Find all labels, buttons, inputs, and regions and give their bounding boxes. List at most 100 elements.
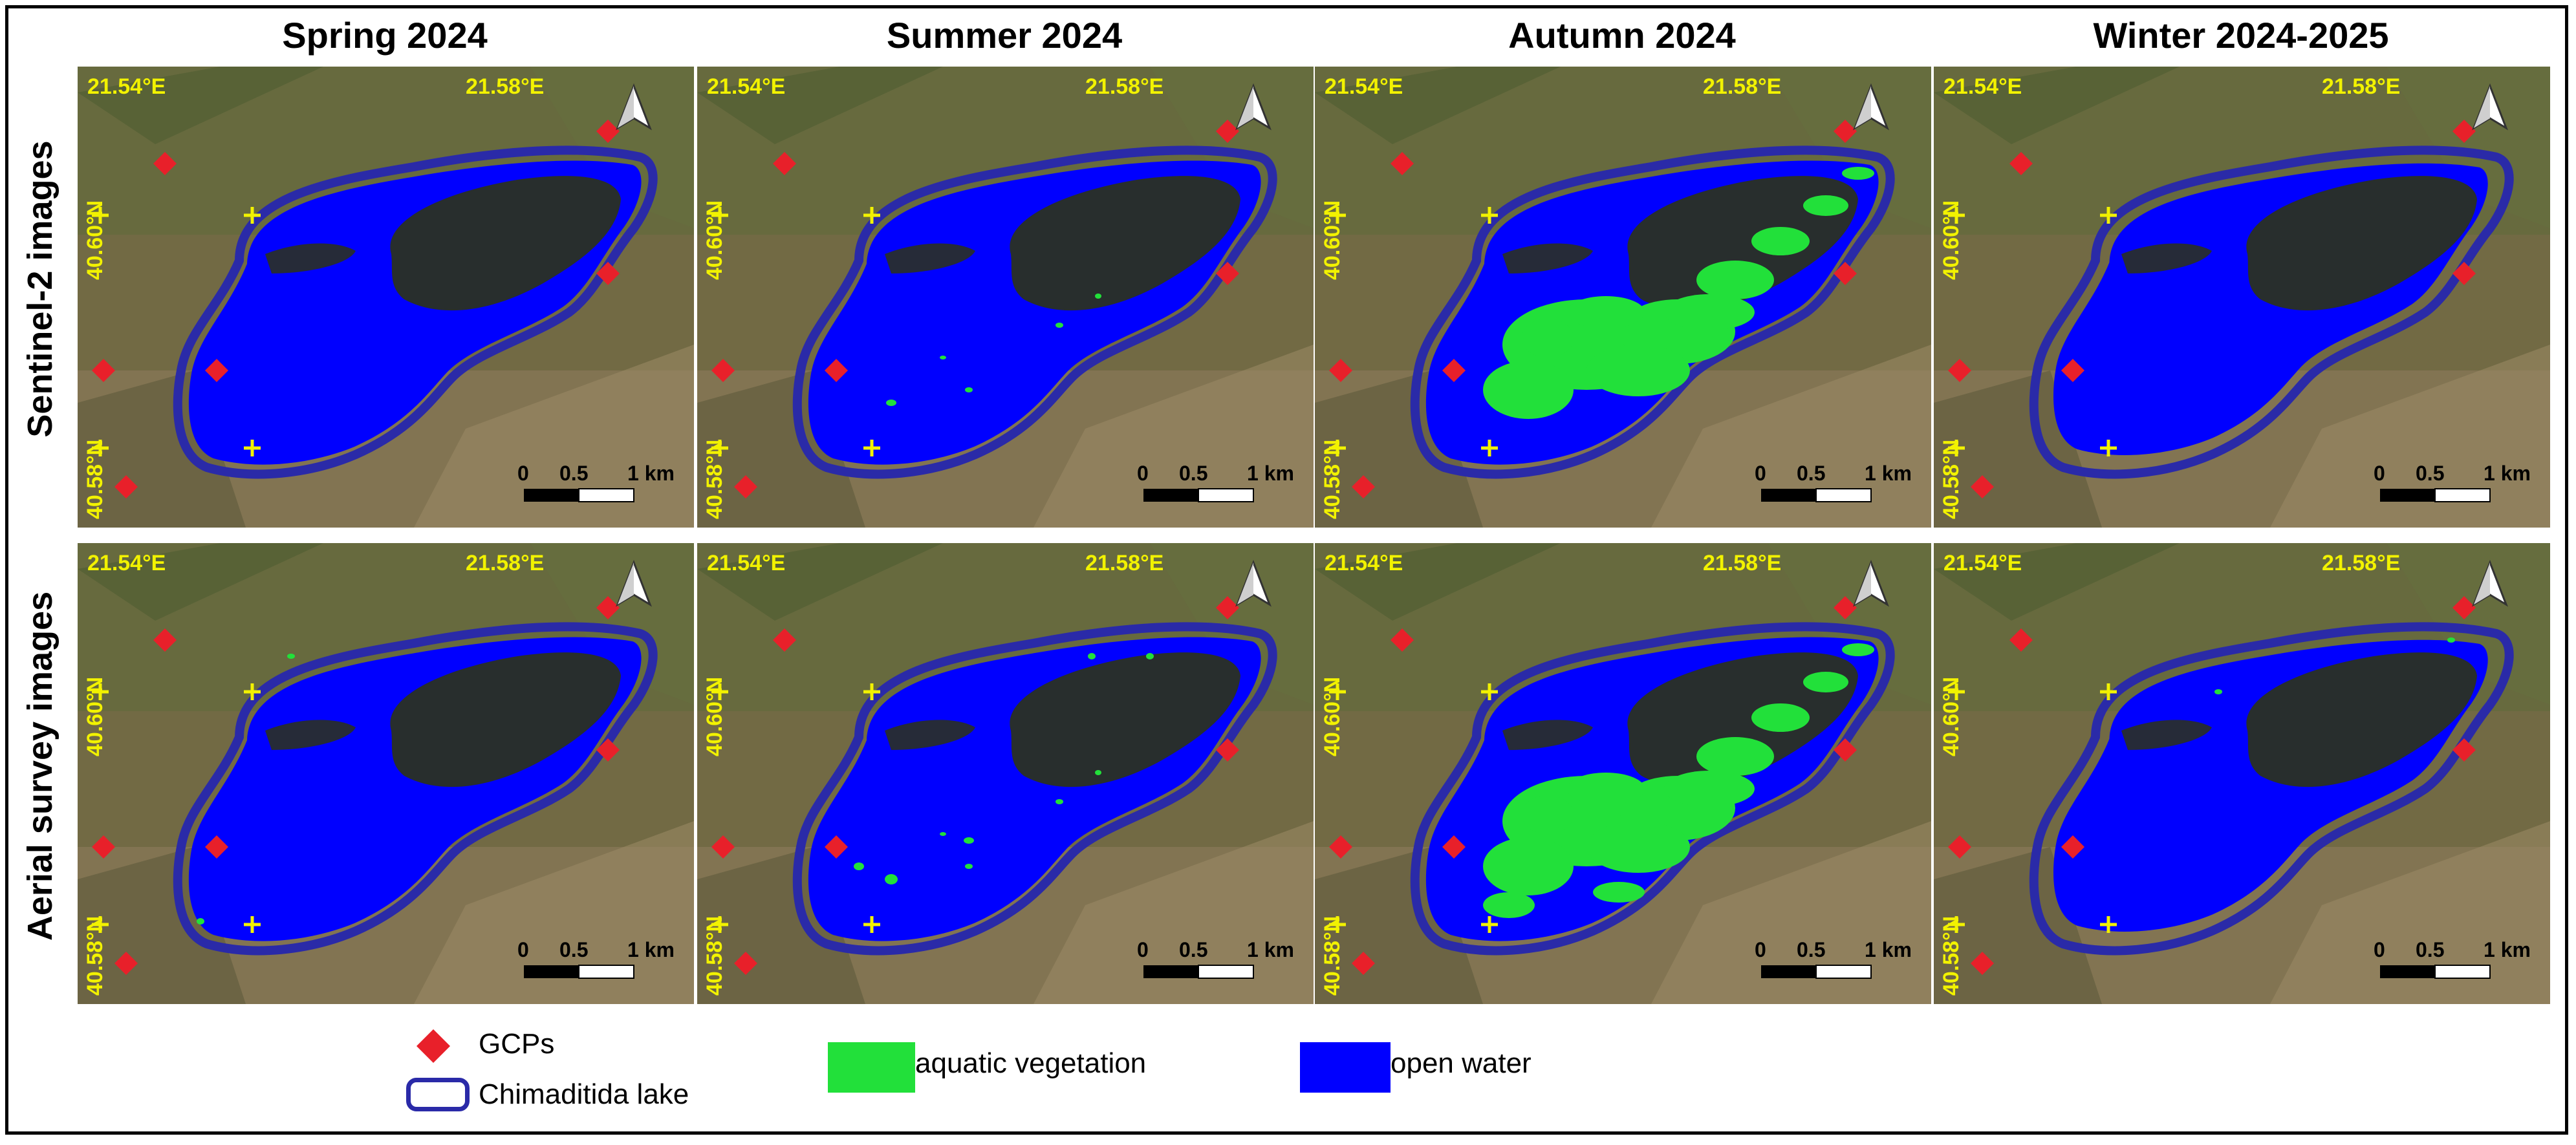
scale-tick-0: 0 <box>517 938 529 961</box>
gcp-diamond-icon <box>773 152 796 175</box>
lon-left-label: 21.54°E <box>1325 74 1403 99</box>
north-arrow-icon <box>616 83 652 131</box>
plus-marker-icon <box>1329 916 1346 933</box>
vegetation-patch <box>886 400 896 406</box>
plus-marker-icon <box>2100 916 2117 933</box>
plus-marker-icon <box>244 916 261 933</box>
legend-lake-label: Chimaditida lake <box>479 1078 689 1110</box>
lake-outline <box>2029 622 2514 956</box>
scale-bar: 0 0.5 1 km <box>1137 938 1294 979</box>
scale-tick-end: 1 km <box>1247 938 1294 961</box>
scale-bar: 0 0.5 1 km <box>1137 462 1294 502</box>
map-panel-sentinel-summer: 21.54°E 21.58°E 40.60°N 40.58°N 0 0.5 1 … <box>697 67 1314 528</box>
lat-top-label: 40.60°N <box>702 200 727 280</box>
grid-crosses <box>711 207 880 456</box>
vegetation-patch <box>1095 770 1101 775</box>
vegetation-patch <box>1586 345 1690 396</box>
gcp-diamond-icon <box>205 359 228 382</box>
plus-marker-icon <box>1481 440 1498 456</box>
lake-outline <box>1410 622 1895 956</box>
scale-tick-0: 0 <box>1137 938 1149 961</box>
scale-tick-end: 1 km <box>2484 462 2531 485</box>
map-panel-sentinel-autumn: 21.54°E 21.58°E 40.60°N 40.58°N 0 0.5 1 … <box>1315 67 1931 528</box>
vegetation-patch <box>885 874 898 884</box>
scale-tick-0: 0 <box>517 462 529 485</box>
scale-tick-end: 1 km <box>627 462 675 485</box>
vegetation-patch <box>940 356 946 359</box>
gcp-diamond-icon <box>1216 596 1239 619</box>
scale-tick-end: 1 km <box>1865 938 1912 961</box>
plus-marker-icon <box>1948 207 1965 224</box>
gcp-diamond-icon <box>2452 120 2476 143</box>
gcp-diamond-icon <box>114 475 138 498</box>
vegetation-patch <box>1567 296 1645 328</box>
north-arrow-icon <box>1853 559 1889 607</box>
scale-bar: 0 0.5 1 km <box>517 462 675 502</box>
gcp-diamond-icon <box>2061 835 2084 859</box>
vegetation-patch <box>965 864 973 869</box>
lat-bottom-label: 40.58°N <box>83 916 107 996</box>
gcp-diamond-icon <box>1971 475 1994 498</box>
gcp-diamond-icon <box>114 952 138 975</box>
scale-tick-0: 0 <box>1755 462 1766 485</box>
column-title-autumn: Autumn 2024 <box>1508 15 1736 56</box>
row-title-aerial: Aerial survey images <box>21 591 60 941</box>
lake-outline <box>173 145 658 479</box>
north-arrow-icon <box>1853 83 1889 131</box>
plus-marker-icon <box>1481 916 1498 933</box>
plus-marker-icon <box>711 440 728 456</box>
plus-marker-icon <box>1329 207 1346 224</box>
gcp-diamond-icon <box>153 152 177 175</box>
plus-marker-icon <box>2100 440 2117 456</box>
gcp-diamond-icon <box>2009 152 2033 175</box>
lon-right-label: 21.58°E <box>2322 551 2400 575</box>
gcp-diamond-icon <box>1948 359 1971 382</box>
vegetation-patch <box>1803 672 1848 692</box>
northern-reed <box>2121 243 2212 273</box>
plus-marker-icon <box>1948 683 1965 700</box>
legend-vegetation-swatch <box>828 1042 915 1093</box>
lake-outline <box>1410 145 1895 479</box>
plus-marker-icon <box>2100 207 2117 224</box>
scale-tick-0: 0 <box>1137 462 1149 485</box>
reed-island <box>2246 176 2477 311</box>
gcp-diamond-icon <box>92 359 115 382</box>
gcp-diamond-icon <box>1352 952 1375 975</box>
plus-marker-icon <box>863 916 880 933</box>
scale-tick-mid: 0.5 <box>1179 938 1207 961</box>
lat-top-label: 40.60°N <box>1939 200 1964 280</box>
gcp-diamond-icon <box>1834 262 1857 285</box>
reed-island <box>1627 652 1858 787</box>
gcp-markers <box>1948 120 2476 498</box>
reed-island <box>1010 176 1240 311</box>
map-panel-sentinel-spring: 21.54°E 21.58°E 40.60°N 40.58°N 0 0.5 1 … <box>78 67 694 528</box>
lon-right-label: 21.58°E <box>466 551 544 575</box>
scale-tick-end: 1 km <box>1865 462 1912 485</box>
plus-marker-icon <box>92 916 109 933</box>
vegetation-patch <box>965 387 973 392</box>
northern-reed <box>265 243 356 273</box>
grid-crosses <box>1329 683 1498 933</box>
lat-bottom-label: 40.58°N <box>702 916 727 996</box>
grid-crosses <box>1948 683 2117 933</box>
grid-crosses <box>92 207 261 456</box>
vegetation-patch <box>1146 653 1154 659</box>
column-title-winter: Winter 2024-2025 <box>2093 15 2389 56</box>
gcp-diamond-icon <box>1834 120 1857 143</box>
northern-reed <box>2121 720 2212 750</box>
lat-top-label: 40.60°N <box>702 677 727 756</box>
vegetation-patch <box>1088 653 1096 659</box>
vegetation-patch <box>1055 323 1063 328</box>
aquatic-vegetation-patches <box>1483 643 1874 918</box>
gcp-diamond-icon <box>1948 835 1971 859</box>
lon-left-label: 21.54°E <box>707 551 785 575</box>
lon-left-label: 21.54°E <box>1943 74 2022 99</box>
plus-marker-icon <box>1948 916 1965 933</box>
vegetation-patch <box>1803 195 1848 216</box>
gcp-diamond-icon <box>773 628 796 652</box>
plus-marker-icon <box>863 683 880 700</box>
vegetation-patch <box>854 862 864 870</box>
scale-tick-end: 1 km <box>2484 938 2531 961</box>
map-panel-sentinel-winter: 21.54°E 21.58°E 40.60°N 40.58°N 0 0.5 1 … <box>1934 67 2550 528</box>
plus-marker-icon <box>92 683 109 700</box>
